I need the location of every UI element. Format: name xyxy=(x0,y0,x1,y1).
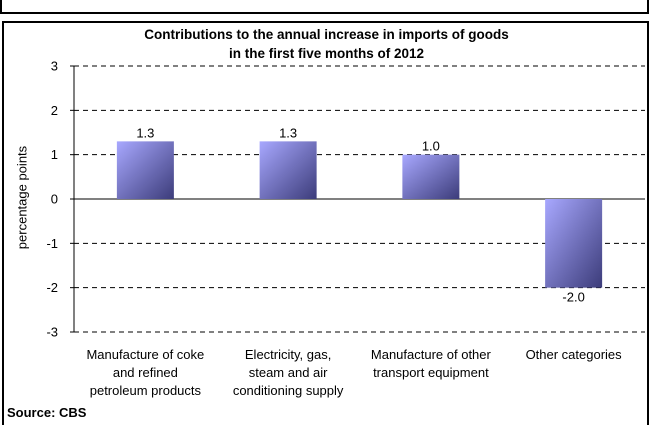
data-label: 1.0 xyxy=(422,139,440,154)
y-tick-label: 0 xyxy=(51,192,58,207)
y-tick-label: 2 xyxy=(51,103,58,118)
y-tick-label: -1 xyxy=(46,236,58,251)
x-category-label: Other categories xyxy=(525,347,622,362)
bar xyxy=(259,141,317,199)
y-tick-label: 3 xyxy=(51,59,58,74)
x-category-label: Manufacture of other transport equipment xyxy=(370,347,491,380)
bar xyxy=(545,199,603,288)
data-label: 1.3 xyxy=(136,125,154,140)
top-frame xyxy=(0,0,649,14)
chart-frame xyxy=(2,21,649,425)
source-note: Source: CBS xyxy=(7,405,87,420)
y-tick-label: -2 xyxy=(46,280,58,295)
x-category-label: Manufacture of coke and refined petroleu… xyxy=(86,347,205,398)
bar xyxy=(402,154,460,199)
y-tick-label: -3 xyxy=(46,325,58,340)
data-label: -2.0 xyxy=(562,290,584,305)
x-category-label: Electricity, gas, steam and air conditio… xyxy=(232,347,344,398)
bar xyxy=(116,141,174,199)
chart-title: Contributions to the annual increase in … xyxy=(144,27,509,61)
data-label: 1.3 xyxy=(279,125,297,140)
y-tick-label: 1 xyxy=(51,147,58,162)
